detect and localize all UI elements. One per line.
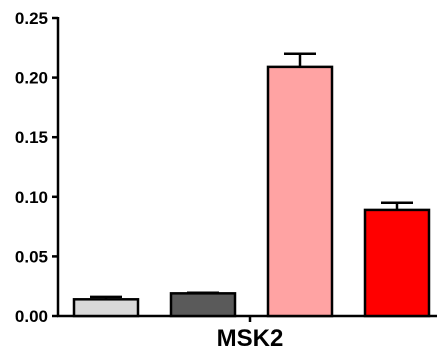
y-tick-label: 0.20 [15,69,48,88]
y-tick-label: 0.15 [15,128,48,147]
y-tick-label: 0.05 [15,247,48,266]
bar [266,65,334,318]
x-axis-label: MSK2 [217,325,284,352]
bar [169,292,237,318]
y-tick-label: 0.25 [15,9,48,28]
bar [72,298,140,318]
y-tick-label: 0.10 [15,188,48,207]
y-axis: 0.00 0.05 0.10 0.15 0.20 0.25 [15,9,60,326]
bars [72,52,431,318]
bar [363,208,431,318]
y-tick-label: 0.00 [15,307,48,326]
